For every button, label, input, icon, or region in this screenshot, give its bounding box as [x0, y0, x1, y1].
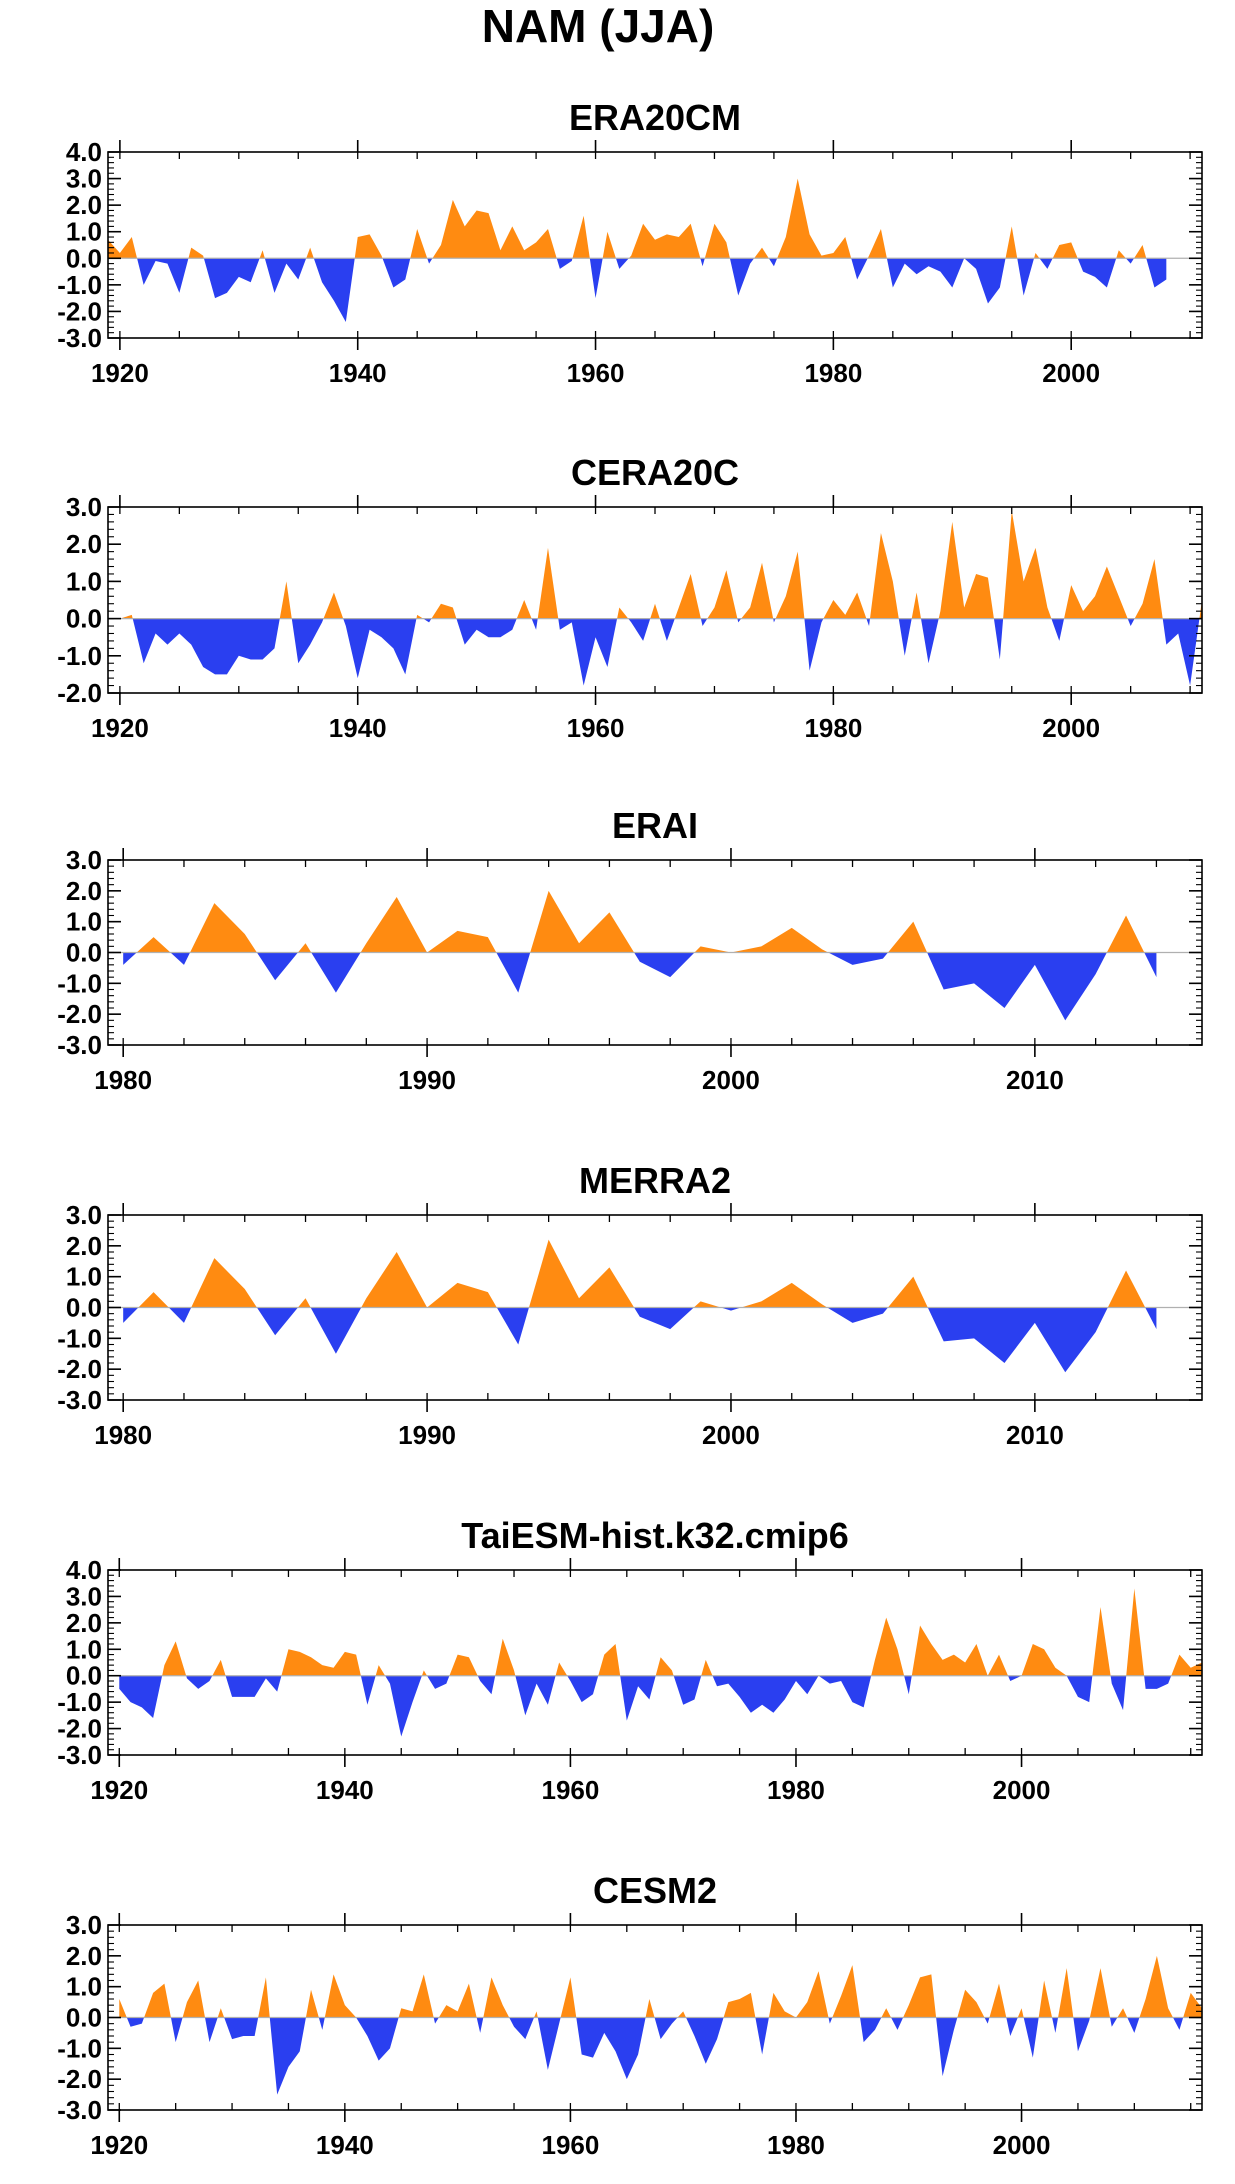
x-tick-label: 1960 — [541, 1775, 599, 1805]
y-tick-label: 1.0 — [66, 566, 102, 596]
panel-3: ERAI 1980 1990 2000 2010 3.02.01.00.0-1.0-2.0… — [57, 805, 1203, 1095]
x-tick-label: 2000 — [1042, 713, 1100, 743]
y-tick-label: 3.0 — [66, 1910, 102, 1940]
panel-title: CERA20C — [571, 452, 739, 493]
positive-anomaly-area — [119, 1588, 1202, 1676]
y-tick-label: -1.0 — [57, 270, 102, 300]
y-tick-label: 3.0 — [66, 1581, 102, 1611]
y-tick-label: 3.0 — [66, 1200, 102, 1230]
panel-title: TaiESM-hist.k32.cmip6 — [461, 1515, 848, 1556]
y-tick-label: -1.0 — [57, 2033, 102, 2063]
y-tick-label: 4.0 — [66, 137, 102, 167]
x-tick-label: 1960 — [541, 2130, 599, 2160]
x-tick-label: 1940 — [329, 713, 387, 743]
y-tick-label: 2.0 — [66, 529, 102, 559]
y-tick-label: 1.0 — [66, 907, 102, 937]
x-tick-label: 1920 — [91, 358, 149, 388]
negative-anomaly-area — [119, 1675, 1172, 1737]
x-tick-label: 1980 — [804, 713, 862, 743]
x-tick-label: 1940 — [316, 1775, 374, 1805]
y-tick-label: 0.0 — [66, 243, 102, 273]
x-tick-label: 1980 — [804, 358, 862, 388]
negative-anomaly-area — [123, 952, 1157, 1021]
y-tick-label: 3.0 — [66, 492, 102, 522]
x-tick-label: 2000 — [1042, 358, 1100, 388]
x-tick-label: 1920 — [90, 2130, 148, 2160]
negative-anomaly-area — [123, 1307, 1157, 1373]
y-tick-label: 0.0 — [66, 604, 102, 634]
y-tick-label: -3.0 — [57, 1030, 102, 1060]
positive-anomaly-area — [119, 510, 1202, 619]
x-tick-label: 2000 — [702, 1420, 760, 1450]
positive-anomaly-area — [108, 178, 1147, 259]
y-tick-label: 2.0 — [66, 1941, 102, 1971]
y-tick-label: 1.0 — [66, 1972, 102, 2002]
x-tick-label: 1940 — [316, 2130, 374, 2160]
x-tick-label: 2010 — [1006, 1065, 1064, 1095]
y-tick-label: 4.0 — [66, 1555, 102, 1585]
y-tick-label: -3.0 — [57, 2095, 102, 2125]
negative-anomaly-area — [119, 2017, 1202, 2095]
panel-1: ERA20CM 1920 1940 1960 1980 2000 4.03.02.01.00… — [57, 97, 1203, 388]
y-tick-label: -3.0 — [57, 1385, 102, 1415]
panel-2: CERA20C 1920 1940 1960 1980 2000 3.0 2.0 1.0 0.0 -… — [57, 452, 1203, 743]
panel-title: CESM2 — [593, 1870, 717, 1911]
y-tick-label: 2.0 — [66, 1231, 102, 1261]
x-tick-label: 1920 — [91, 713, 149, 743]
y-tick-label: -2.0 — [57, 1714, 102, 1744]
y-tick-label: 1.0 — [66, 217, 102, 247]
negative-anomaly-area — [108, 258, 1167, 323]
x-tick-label: 1980 — [94, 1420, 152, 1450]
x-tick-label: 1980 — [767, 2130, 825, 2160]
y-tick-label: 3.0 — [66, 164, 102, 194]
y-tick-label: 1.0 — [66, 1262, 102, 1292]
y-tick-label: -1.0 — [57, 1687, 102, 1717]
panel-5: TaiESM-hist.k32.cmip6 1920 1940 1960 1980 200… — [57, 1515, 1203, 1805]
y-tick-label: -2.0 — [57, 2064, 102, 2094]
plot-frame — [107, 1569, 1203, 1756]
x-tick-label: 2000 — [702, 1065, 760, 1095]
y-tick-label: 3.0 — [66, 845, 102, 875]
y-tick-label: 1.0 — [66, 1634, 102, 1664]
y-tick-label: 2.0 — [66, 1608, 102, 1638]
panel-title: MERRA2 — [579, 1160, 731, 1201]
x-tick-label: 1980 — [767, 1775, 825, 1805]
y-tick-label: -1.0 — [57, 641, 102, 671]
y-tick-label: -2.0 — [57, 296, 102, 326]
y-tick-label: -3.0 — [57, 1740, 102, 1770]
y-tick-label: -3.0 — [57, 323, 102, 353]
y-tick-label: 0.0 — [66, 938, 102, 968]
y-tick-label: -1.0 — [57, 968, 102, 998]
y-tick-label: 2.0 — [66, 876, 102, 906]
x-tick-label: 1940 — [329, 358, 387, 388]
y-tick-label: -1.0 — [57, 1323, 102, 1353]
y-tick-label: -2.0 — [57, 999, 102, 1029]
panel-6: CESM2 1920 1940 1960 1980 2000 3.02.01.00.0-1.… — [57, 1870, 1203, 2160]
x-tick-label: 2010 — [1006, 1420, 1064, 1450]
x-tick-label: 1960 — [567, 358, 625, 388]
panel-4: MERRA2 1980 1990 2000 2010 3.02.01.00.0-1.0-2… — [57, 1160, 1203, 1450]
panel-title: ERAI — [612, 805, 698, 846]
panel-title: ERA20CM — [569, 97, 741, 138]
y-tick-label: 0.0 — [66, 1293, 102, 1323]
figure-title: NAM (JJA) — [482, 0, 715, 52]
y-tick-label: 2.0 — [66, 190, 102, 220]
x-tick-label: 1990 — [398, 1065, 456, 1095]
x-tick-label: 2000 — [993, 2130, 1051, 2160]
y-tick-label: -2.0 — [57, 1354, 102, 1384]
y-tick-label: -2.0 — [57, 678, 102, 708]
y-tick-label: 0.0 — [66, 2003, 102, 2033]
x-tick-label: 2000 — [993, 1775, 1051, 1805]
x-tick-label: 1990 — [398, 1420, 456, 1450]
positive-anomaly-area — [123, 890, 1157, 953]
x-tick-label: 1920 — [90, 1775, 148, 1805]
positive-anomaly-area — [123, 1239, 1157, 1308]
y-tick-label: 0.0 — [66, 1661, 102, 1691]
negative-anomaly-area — [119, 618, 1202, 686]
x-tick-label: 1960 — [567, 713, 625, 743]
x-tick-label: 1980 — [94, 1065, 152, 1095]
positive-anomaly-area — [119, 1955, 1202, 2018]
